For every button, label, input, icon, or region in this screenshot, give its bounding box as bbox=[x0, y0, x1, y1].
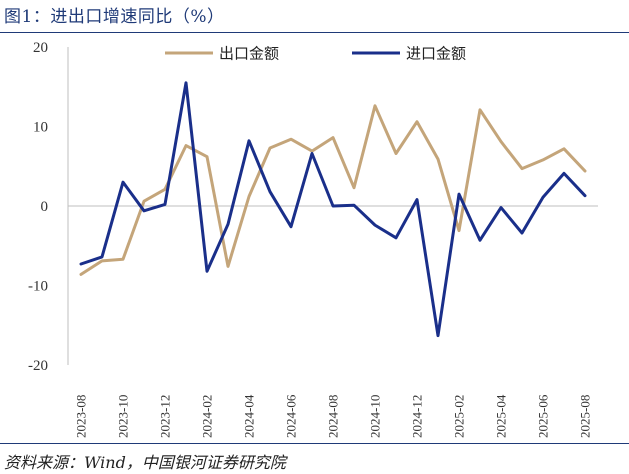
x-tick-label: 2023-12 bbox=[158, 395, 173, 438]
bottom-rule bbox=[0, 443, 629, 444]
y-tick-label: -10 bbox=[28, 279, 48, 295]
x-tick-label: 2024-04 bbox=[242, 394, 257, 438]
x-tick-label: 2025-04 bbox=[494, 394, 509, 438]
export-series-line bbox=[79, 104, 587, 276]
x-tick-label: 2025-08 bbox=[578, 395, 593, 438]
x-tick-label: 2024-12 bbox=[410, 395, 425, 438]
top-rule bbox=[0, 32, 629, 33]
y-tick-label: 20 bbox=[33, 40, 48, 56]
x-tick-label: 2024-02 bbox=[200, 395, 215, 438]
import-series-line bbox=[79, 81, 587, 338]
y-tick-label: -20 bbox=[28, 358, 48, 374]
x-tick-label: 2024-10 bbox=[368, 395, 383, 438]
legend: 出口金额 进口金额 bbox=[165, 45, 466, 63]
legend-label-import: 进口金额 bbox=[406, 45, 466, 63]
line-chart: 20 10 0 -10 -20 2023-08 2023-10 2023-12 2024-02… bbox=[28, 40, 598, 438]
y-axis-ticks: 20 10 0 -10 -20 bbox=[28, 40, 48, 374]
y-tick-label: 10 bbox=[33, 120, 48, 136]
source-note: 资料来源：Wind，中国银河证券研究院 bbox=[4, 453, 286, 472]
legend-label-export: 出口金额 bbox=[219, 45, 279, 63]
x-tick-label: 2023-08 bbox=[74, 395, 89, 438]
chart-title: 图1：进出口增速同比（%） bbox=[4, 7, 225, 27]
y-tick-label: 0 bbox=[41, 199, 49, 215]
x-tick-label: 2024-08 bbox=[326, 395, 341, 438]
series-lines bbox=[79, 81, 587, 338]
x-tick-label: 2023-10 bbox=[116, 395, 131, 438]
x-tick-label: 2025-06 bbox=[536, 394, 551, 438]
x-tick-label: 2025-02 bbox=[452, 395, 467, 438]
x-tick-label: 2024-06 bbox=[284, 394, 299, 438]
x-axis-ticks: 2023-08 2023-10 2023-12 2024-02 2024-04 2024-… bbox=[74, 394, 593, 438]
